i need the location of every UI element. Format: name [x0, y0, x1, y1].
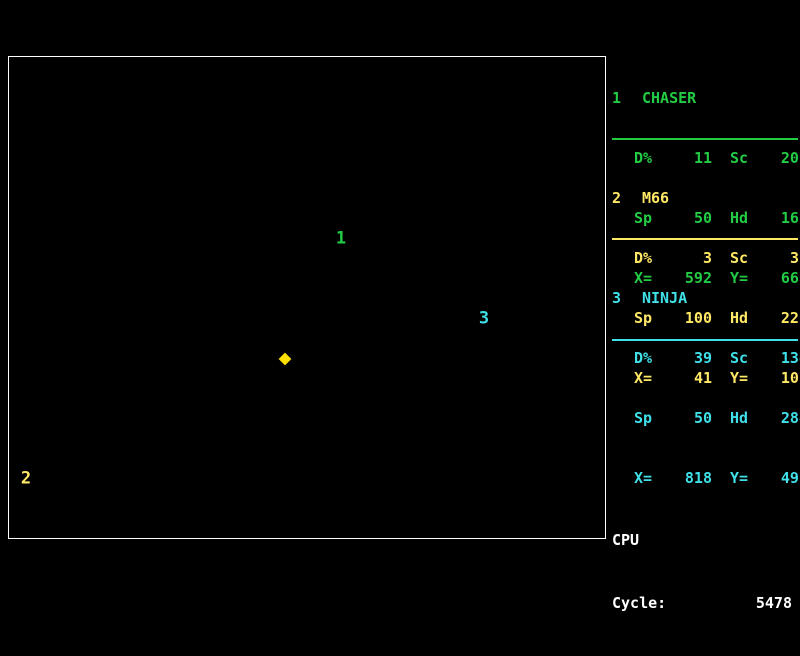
- speed-label-2: Sp: [634, 309, 653, 327]
- damage-value-3: 39: [693, 349, 712, 367]
- panel-separator-2: [612, 238, 798, 240]
- y-value-3: 495: [780, 469, 800, 487]
- speed-label-3: Sp: [634, 409, 653, 427]
- application-screen: 1 3 2 1 CHASER D% 11 Sc 200 Sp 50 Hd 163 X= 592 Y…: [8, 0, 800, 612]
- score-value-3: 134: [780, 349, 800, 367]
- robot-id-2: 2: [612, 189, 622, 207]
- robot-stat-row-damage-score-1: D% 11 Sc 200: [612, 148, 800, 168]
- robot-name-1: CHASER: [642, 89, 697, 107]
- robot-stat-row-damage-score-2: D% 3 Sc 31: [612, 248, 800, 268]
- damage-label-3: D%: [634, 349, 653, 367]
- y-value-2: 105: [780, 369, 800, 387]
- heading-value-2: 221: [780, 309, 800, 327]
- robot-stat-row-damage-score-3: D% 39 Sc 134: [612, 348, 800, 368]
- robot-title-row-2: 2 M66: [612, 188, 800, 208]
- y-value-1: 665: [780, 269, 800, 287]
- robot-title-row-3: 3 NINJA: [612, 288, 800, 308]
- projectile-sprite: [278, 352, 292, 366]
- robot-stat-row-speed-heading-1: Sp 50 Hd 163: [612, 208, 800, 228]
- x-label-3: X=: [634, 469, 653, 487]
- robot-status-block-2[interactable]: 2 M66 D% 3 Sc 31 Sp 100 Hd 221 X= 41 Y= 105: [612, 148, 800, 428]
- robot-stat-row-speed-heading-3: Sp 50 Hd 284: [612, 408, 800, 428]
- damage-value-2: 3: [702, 249, 712, 267]
- x-value-3: 818: [684, 469, 712, 487]
- score-value-1: 200: [780, 149, 800, 167]
- x-value-1: 592: [684, 269, 712, 287]
- x-label-2: X=: [634, 369, 653, 387]
- damage-label-1: D%: [634, 149, 653, 167]
- arena-robot-marker-1: 1: [335, 228, 347, 249]
- heading-label-1: Hd: [730, 209, 749, 227]
- speed-label-1: Sp: [634, 209, 653, 227]
- speed-value-2: 100: [684, 309, 712, 327]
- robot-stat-row-position-2: X= 41 Y= 105: [612, 368, 800, 388]
- y-label-2: Y=: [730, 369, 749, 387]
- robot-status-block-3[interactable]: 3 NINJA D% 39 Sc 134 Sp 50 Hd 284 X= 818 Y= 495: [612, 248, 800, 528]
- robot-id-1: 1: [612, 89, 622, 107]
- score-label-3: Sc: [730, 349, 749, 367]
- score-label-1: Sc: [730, 149, 749, 167]
- panel-separator-3: [612, 339, 798, 341]
- robot-name-2: M66: [642, 189, 670, 207]
- battle-arena[interactable]: 1 3 2: [8, 56, 606, 539]
- robot-status-block-1[interactable]: 1 CHASER D% 11 Sc 200 Sp 50 Hd 163 X= 592 Y= 665: [612, 48, 800, 328]
- y-label-1: Y=: [730, 269, 749, 287]
- x-label-1: X=: [634, 269, 653, 287]
- cpu-label: CPU: [612, 531, 640, 549]
- x-value-2: 41: [693, 369, 712, 387]
- heading-label-2: Hd: [730, 309, 749, 327]
- speed-value-3: 50: [693, 409, 712, 427]
- robot-stat-row-speed-heading-2: Sp 100 Hd 221: [612, 308, 800, 328]
- score-value-2: 31: [789, 249, 800, 267]
- arena-robot-marker-2: 2: [20, 468, 32, 489]
- damage-label-2: D%: [634, 249, 653, 267]
- cycle-value: 5478: [755, 594, 792, 612]
- heading-value-1: 163: [780, 209, 800, 227]
- y-label-3: Y=: [730, 469, 749, 487]
- robot-name-3: NINJA: [642, 289, 688, 307]
- heading-label-3: Hd: [730, 409, 749, 427]
- robot-title-row-1: 1 CHASER: [612, 88, 800, 108]
- arena-robot-marker-3: 3: [478, 308, 490, 329]
- cycle-label: Cycle:: [612, 594, 667, 612]
- damage-value-1: 11: [693, 149, 712, 167]
- robot-stat-row-position-3: X= 818 Y= 495: [612, 468, 800, 488]
- score-label-2: Sc: [730, 249, 749, 267]
- cycle-line: Cycle: 5478: [612, 593, 800, 614]
- cpu-cycle-readout: CPU Cycle: 5478: [612, 488, 800, 656]
- speed-value-1: 50: [693, 209, 712, 227]
- robot-stat-row-position-1: X= 592 Y= 665: [612, 268, 800, 288]
- robot-id-3: 3: [612, 289, 622, 307]
- panel-separator-1: [612, 138, 798, 140]
- status-sidebar: 1 CHASER D% 11 Sc 200 Sp 50 Hd 163 X= 592 Y= 665 2…: [612, 0, 800, 612]
- heading-value-3: 284: [780, 409, 800, 427]
